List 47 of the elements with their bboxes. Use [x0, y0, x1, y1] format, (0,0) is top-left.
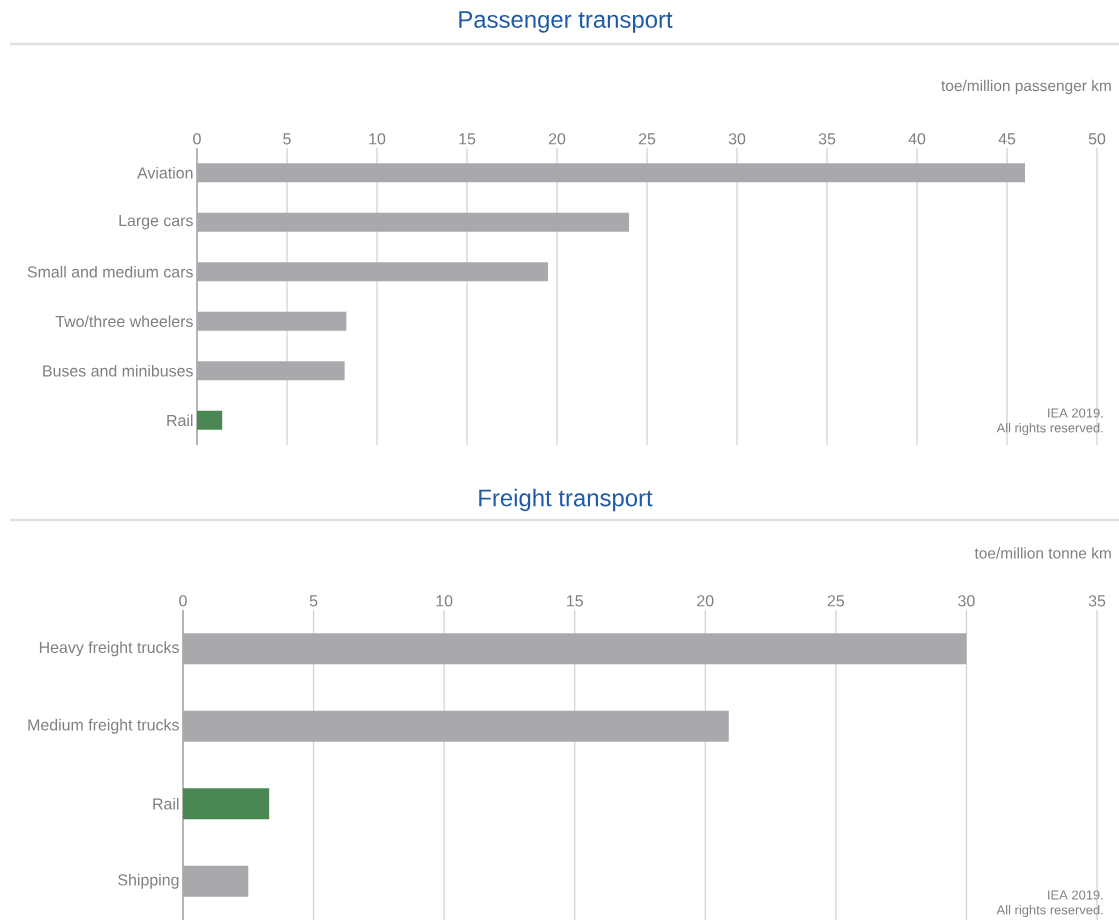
x-tick-label: 35	[818, 133, 836, 145]
x-tick-label: 20	[697, 595, 714, 607]
y-tick-label: Rail	[167, 414, 193, 427]
annotation: IEA 2019.	[1048, 890, 1103, 900]
x-tick-label: 0	[179, 595, 187, 607]
x-tick-label: 5	[283, 133, 291, 145]
x-tick-label: 20	[548, 133, 566, 145]
y-tick-label: Heavy freight trucks	[39, 641, 179, 657]
x-tick-label: 45	[998, 133, 1016, 145]
x-axis-title: toe/million passenger km	[941, 79, 1111, 95]
y-tick-label: Rail	[153, 797, 179, 810]
x-tick-label: 25	[638, 133, 656, 145]
y-tick-label: Medium freight trucks	[28, 718, 179, 734]
bar	[183, 865, 249, 897]
chart-title: Passenger transport	[459, 11, 673, 33]
bar	[197, 262, 548, 282]
y-tick-label: Buses and minibuses	[43, 364, 193, 377]
x-tick-label: 15	[459, 133, 476, 145]
x-tick-label: 50	[1088, 133, 1106, 145]
x-tick-label: 30	[728, 133, 746, 145]
x-tick-label: 5	[309, 595, 318, 607]
bar	[183, 633, 967, 665]
annotation: All rights reserved.	[996, 422, 1103, 436]
x-tick-label: 0	[193, 133, 201, 145]
bar	[197, 163, 1026, 183]
y-tick-label: Large cars	[119, 215, 193, 230]
annotation: All rights reserved.	[996, 904, 1103, 918]
y-tick-label: Two/three wheelers	[55, 315, 193, 328]
x-axis-title: toe/million tonne km	[974, 547, 1111, 559]
bar	[197, 311, 347, 331]
x-tick-label: 35	[1088, 595, 1106, 607]
x-tick-label: 30	[958, 595, 975, 607]
bar	[183, 788, 270, 820]
bar	[183, 710, 729, 742]
chart-title: Freight transport	[479, 488, 653, 512]
x-tick-label: 25	[827, 595, 845, 607]
bar	[197, 361, 345, 381]
x-tick-label: 40	[908, 133, 926, 145]
x-tick-label: 15	[567, 595, 583, 607]
bar	[197, 212, 630, 232]
y-tick-label: Small and medium cars	[27, 265, 193, 278]
x-tick-label: 10	[369, 133, 386, 145]
annotation: IEA 2019.	[1048, 408, 1103, 418]
bar	[197, 410, 223, 430]
y-tick-label: Shipping	[118, 873, 179, 889]
y-tick-label: Aviation	[137, 166, 193, 179]
x-tick-label: 10	[436, 595, 453, 607]
